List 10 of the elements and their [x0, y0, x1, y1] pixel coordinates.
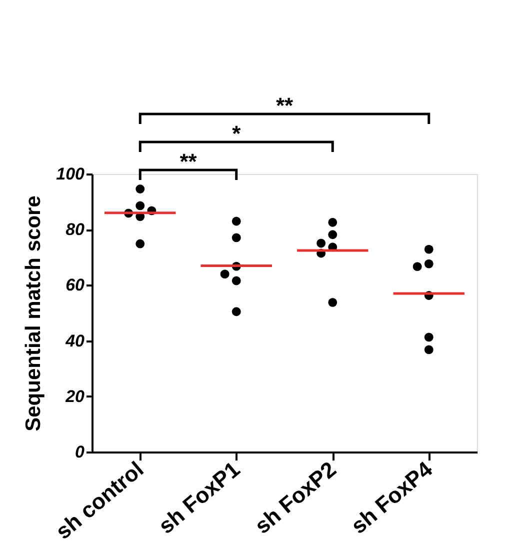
- y-tick-label: 60: [66, 276, 86, 295]
- y-tick-label: 80: [66, 220, 86, 240]
- text: *: [232, 121, 242, 146]
- y-tick-label: 20: [64, 386, 86, 406]
- text: **: [180, 149, 198, 174]
- y-tick-label: 0: [75, 442, 86, 462]
- y-tick-label: 40: [64, 331, 86, 350]
- text: **: [276, 93, 294, 118]
- y-tick-label: 100: [56, 164, 86, 184]
- y-axis-title: Sequential match score: [22, 196, 46, 432]
